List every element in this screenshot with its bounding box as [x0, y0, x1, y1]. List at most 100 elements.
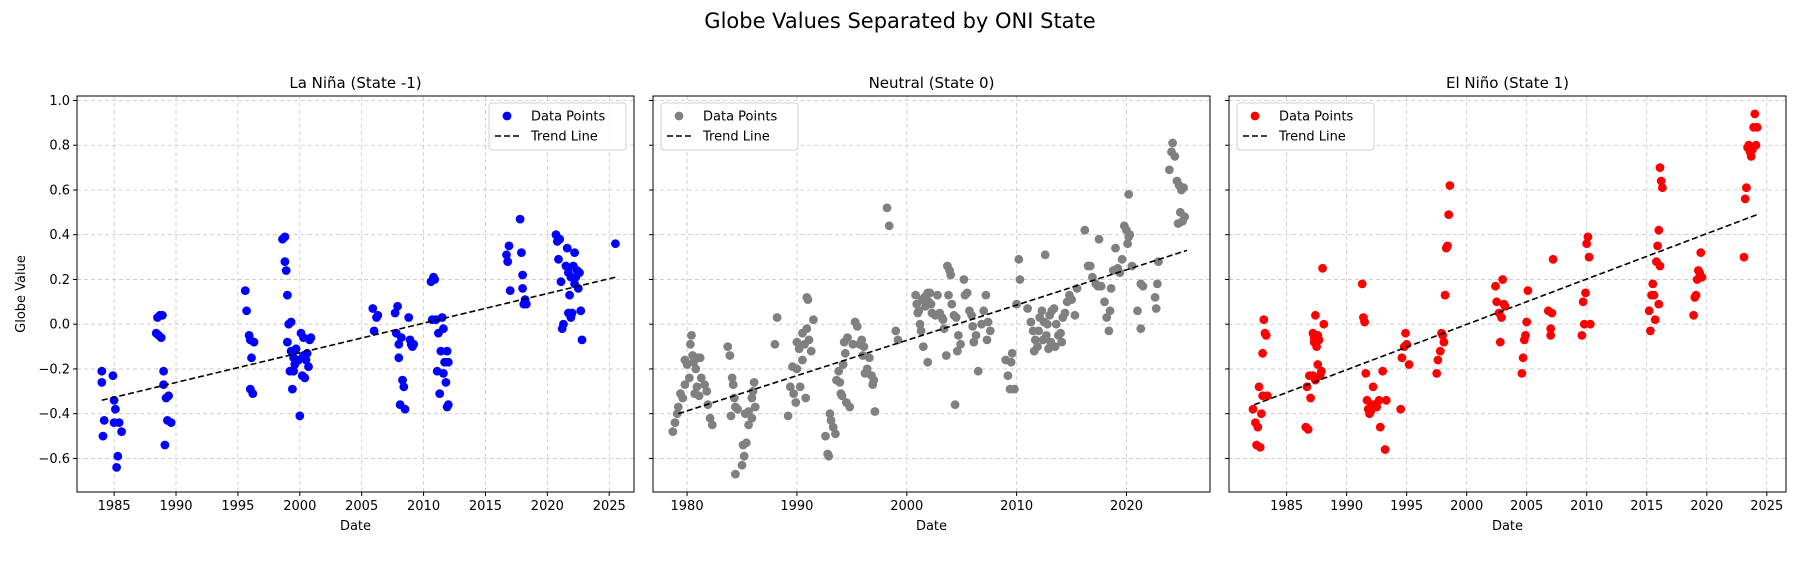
data-point	[1125, 230, 1135, 240]
data-point	[283, 337, 292, 347]
data-point	[798, 355, 807, 365]
data-point	[98, 431, 108, 441]
data-point	[686, 339, 695, 349]
legend-label-points: Data Points	[531, 110, 605, 125]
data-point	[952, 346, 962, 356]
data-point	[684, 373, 694, 383]
data-point	[1443, 241, 1452, 251]
data-point	[862, 364, 872, 374]
data-point	[731, 469, 740, 479]
data-point	[858, 351, 868, 360]
legend: Data Points Trend Line	[488, 102, 627, 151]
legend-box	[660, 102, 799, 151]
data-point	[1396, 404, 1406, 414]
data-point	[1654, 225, 1664, 235]
legend: Data Points Trend Line	[660, 102, 799, 151]
data-point	[554, 254, 563, 264]
data-point	[576, 306, 586, 316]
data-point	[979, 306, 989, 316]
x-tick-label: 1990	[1330, 499, 1363, 514]
x-tick-label: 2025	[1750, 499, 1783, 514]
data-point	[1030, 335, 1040, 345]
data-point	[870, 407, 880, 416]
data-point	[792, 337, 802, 347]
data-points	[1248, 109, 1762, 454]
data-point	[1040, 250, 1050, 260]
data-point	[835, 378, 845, 387]
data-point	[944, 290, 953, 300]
trend-line	[678, 249, 1188, 415]
data-point	[947, 299, 957, 309]
data-point	[1646, 326, 1655, 336]
data-point	[678, 393, 688, 403]
data-point	[1057, 337, 1067, 347]
data-point	[914, 306, 924, 316]
data-point	[1051, 319, 1061, 329]
data-point	[1100, 297, 1109, 307]
data-point	[891, 326, 901, 336]
data-point	[747, 393, 757, 403]
data-point	[792, 364, 802, 374]
data-point	[1313, 360, 1323, 369]
data-point	[400, 404, 410, 414]
panel-title: Neutral (State 0)	[869, 74, 995, 92]
data-point	[281, 266, 291, 275]
data-point	[97, 378, 107, 387]
data-point	[737, 460, 747, 470]
data-point	[159, 380, 169, 389]
data-point	[164, 391, 174, 401]
data-point	[1010, 384, 1019, 394]
data-point	[848, 339, 858, 349]
data-point	[518, 270, 527, 280]
data-point	[838, 360, 848, 369]
data-point	[680, 380, 690, 389]
data-point	[1498, 275, 1508, 284]
data-point	[925, 288, 935, 298]
data-point	[857, 335, 867, 345]
data-point	[1374, 395, 1384, 405]
data-point	[831, 429, 840, 439]
data-point	[783, 411, 793, 421]
data-point	[306, 333, 316, 342]
data-point	[1742, 183, 1751, 193]
data-point	[916, 326, 926, 336]
data-point	[390, 308, 400, 318]
data-point	[1253, 422, 1263, 432]
data-point	[1255, 442, 1265, 452]
panel-title: La Niña (State -1)	[289, 74, 421, 92]
data-point	[1697, 272, 1707, 282]
data-point	[748, 386, 758, 396]
data-point	[962, 288, 972, 298]
data-point	[1261, 331, 1271, 340]
data-point	[770, 339, 780, 349]
legend-label-points: Data Points	[1279, 110, 1353, 125]
data-point	[301, 355, 311, 365]
data-point	[1658, 183, 1667, 193]
legend-label-trend: Trend Line	[1278, 130, 1346, 145]
data-point	[1655, 163, 1665, 173]
data-point	[1105, 306, 1115, 316]
data-point	[1029, 346, 1039, 356]
data-point	[117, 427, 126, 436]
x-tick-label: 2005	[345, 499, 378, 514]
data-point	[918, 342, 928, 351]
data-point	[1179, 183, 1188, 193]
data-point	[1318, 263, 1327, 273]
data-point	[911, 290, 920, 300]
data-point	[1314, 335, 1324, 345]
data-point	[1259, 315, 1269, 325]
data-point	[393, 301, 402, 311]
data-point	[1138, 281, 1148, 291]
data-point	[1044, 344, 1053, 354]
data-point	[672, 409, 682, 419]
data-point	[824, 451, 834, 461]
data-point	[577, 335, 587, 345]
data-point	[1173, 219, 1183, 228]
data-point	[1306, 393, 1315, 403]
data-point	[700, 380, 709, 389]
data-point	[1433, 355, 1443, 365]
data-point	[723, 342, 733, 351]
x-tick-label: 2000	[1450, 499, 1483, 514]
data-point	[368, 304, 378, 313]
